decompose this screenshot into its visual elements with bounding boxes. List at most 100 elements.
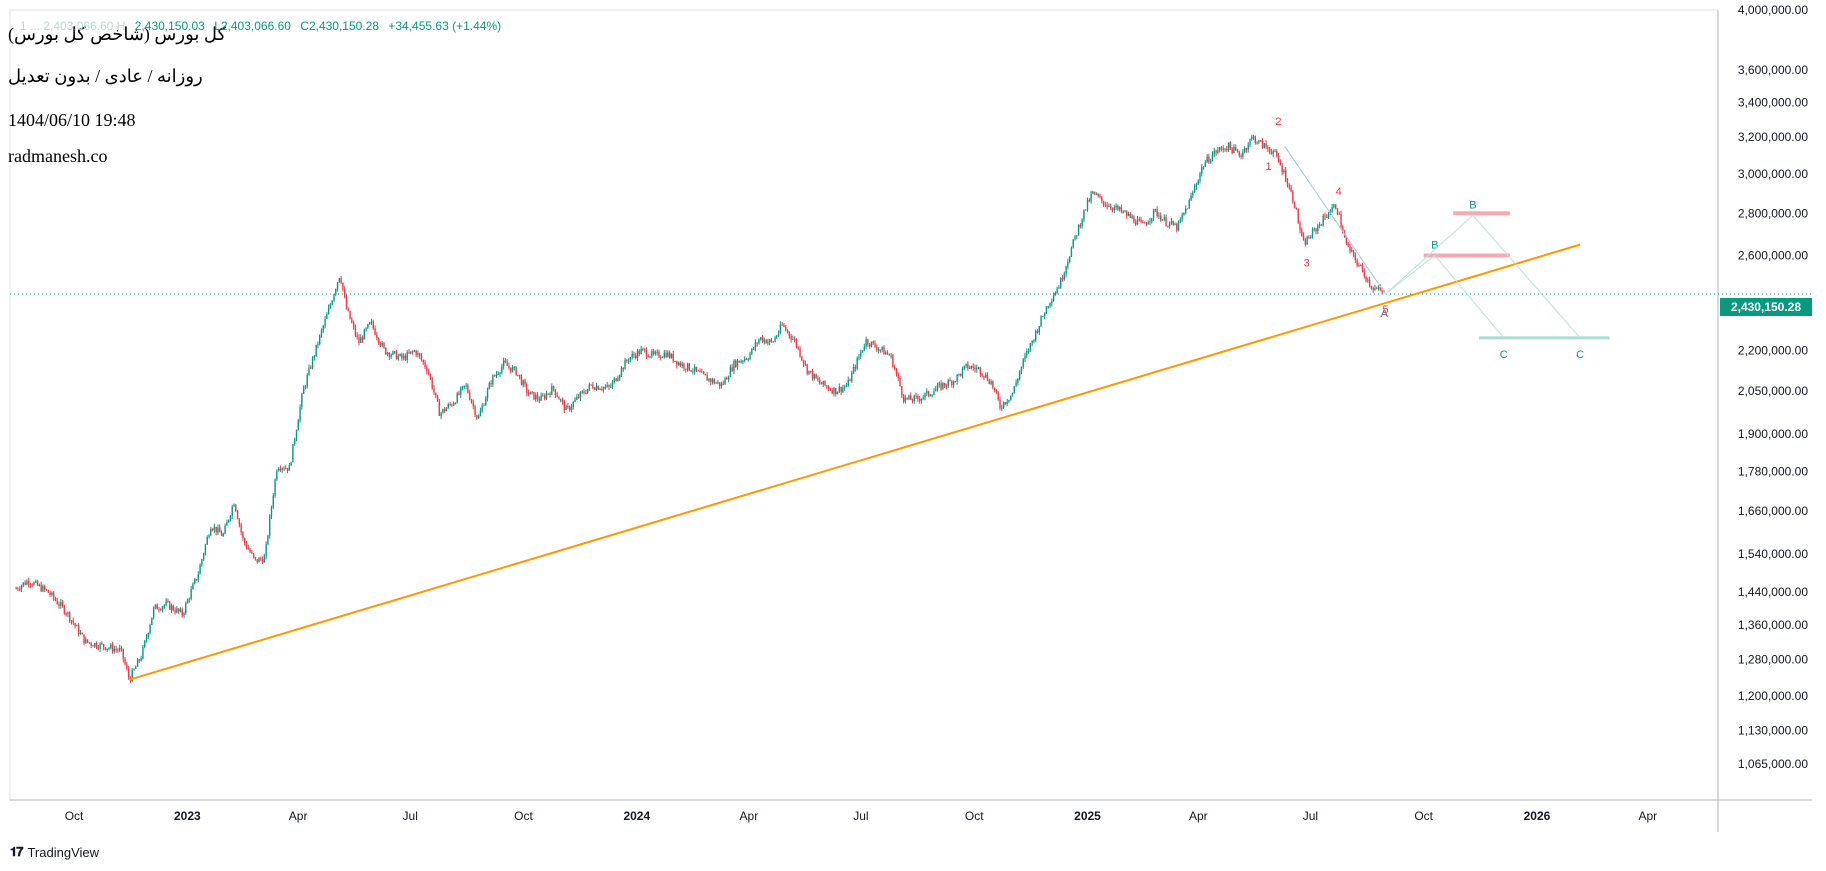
- candle-body: [1222, 148, 1224, 151]
- time-axis[interactable]: Oct 2023 Apr Jul Oct 2024 Apr Jul Oct 2025 Apr Jul O…: [65, 809, 1657, 823]
- tradingview-logo[interactable]: 𝟏𝟕 TradingView: [10, 844, 99, 860]
- candle-body: [1015, 382, 1017, 387]
- candle-body: [338, 277, 341, 283]
- candle-body: [931, 395, 933, 397]
- candle-body: [110, 644, 112, 648]
- candle-body: [35, 580, 37, 583]
- candle-body: [235, 504, 237, 512]
- candle-body: [185, 603, 187, 614]
- candle-body: [1040, 316, 1042, 327]
- y-tick-label: 1,360,000.00: [1738, 618, 1808, 632]
- candle-body: [910, 395, 912, 400]
- candle-body: [468, 392, 471, 400]
- candle-body: [1372, 288, 1374, 290]
- candle-body: [1270, 151, 1273, 154]
- candle-body: [935, 389, 937, 392]
- candle-body: [1029, 343, 1032, 351]
- candle-body: [854, 366, 857, 369]
- candle-body: [651, 351, 653, 357]
- candle-body: [224, 525, 226, 534]
- wave-label-2: 2: [1275, 116, 1281, 128]
- candle-body: [1126, 211, 1128, 216]
- candle-body: [86, 639, 89, 643]
- candle-body: [417, 353, 419, 356]
- candle-body: [572, 401, 574, 407]
- x-tick-label: 2023: [174, 809, 201, 823]
- candle-body: [1281, 165, 1283, 173]
- candle-body: [356, 335, 358, 338]
- y-tick-label: 3,400,000.00: [1738, 96, 1808, 110]
- candle-body: [567, 406, 569, 408]
- candle-body: [370, 321, 373, 323]
- candle-body: [1088, 199, 1090, 202]
- candle-body: [585, 392, 587, 394]
- candle-body: [1310, 236, 1312, 239]
- candle-body: [436, 395, 439, 402]
- candle-body: [1267, 147, 1269, 149]
- candle-body: [958, 373, 960, 375]
- candle-body: [477, 416, 480, 419]
- y-tick-label: 1,540,000.00: [1738, 547, 1808, 561]
- candle-body: [376, 334, 378, 339]
- candle-body: [179, 609, 182, 612]
- y-tick-label: 1,130,000.00: [1738, 723, 1808, 737]
- candle-body: [127, 668, 130, 678]
- candle-body: [685, 368, 687, 370]
- candle-body: [1099, 196, 1101, 198]
- candle-body: [33, 582, 35, 586]
- candle-body: [922, 397, 924, 399]
- candle-body: [183, 613, 185, 616]
- candle-body: [97, 647, 99, 649]
- candle-body: [1054, 292, 1057, 296]
- candle-body: [252, 553, 255, 557]
- candle-body: [347, 309, 349, 311]
- candle-body: [1322, 215, 1324, 226]
- candle-body: [317, 344, 319, 346]
- candle-body: [556, 395, 558, 397]
- candle-body: [876, 346, 878, 351]
- candle-body: [874, 342, 876, 347]
- candle-body: [754, 342, 757, 349]
- candle-body: [1010, 395, 1012, 401]
- candle-body: [579, 391, 582, 398]
- candle-body: [238, 519, 241, 525]
- candle-body: [161, 606, 164, 610]
- candle-body: [149, 624, 151, 634]
- candle-body: [92, 645, 94, 647]
- candle-body: [420, 355, 423, 361]
- candle-body: [536, 394, 539, 400]
- candle-body: [1367, 279, 1369, 281]
- candle-body: [920, 398, 923, 401]
- candle-body: [588, 384, 591, 389]
- candle-body: [1018, 372, 1021, 380]
- candle-body: [774, 337, 776, 342]
- candle-body: [1192, 192, 1194, 196]
- candle-body: [926, 391, 928, 394]
- candle-body: [418, 353, 421, 356]
- candle-body: [901, 386, 903, 396]
- candle-body: [817, 378, 819, 380]
- candle-body: [381, 342, 383, 346]
- candle-body: [1097, 194, 1099, 197]
- candle-body: [1163, 217, 1165, 220]
- candle-body: [51, 592, 53, 595]
- candle-body: [1233, 146, 1235, 154]
- candle-body: [640, 348, 642, 355]
- candle-body: [611, 381, 614, 387]
- candle-body: [1283, 170, 1285, 173]
- candle-body: [70, 620, 73, 622]
- candle-body: [283, 468, 285, 470]
- candle-body: [908, 395, 910, 399]
- candle-body: [194, 579, 196, 584]
- candle-body: [1181, 214, 1183, 220]
- candle-body: [1047, 306, 1049, 308]
- candle-body: [1229, 142, 1232, 148]
- candle-body: [95, 643, 98, 648]
- candle-body: [526, 384, 528, 393]
- candle-body: [638, 350, 641, 355]
- candle-body: [813, 374, 816, 379]
- price-axis[interactable]: 4,000,000.00 3,600,000.00 3,400,000.00 3,20…: [1738, 3, 1808, 771]
- candle-body: [845, 385, 848, 387]
- candle-body: [1017, 379, 1019, 383]
